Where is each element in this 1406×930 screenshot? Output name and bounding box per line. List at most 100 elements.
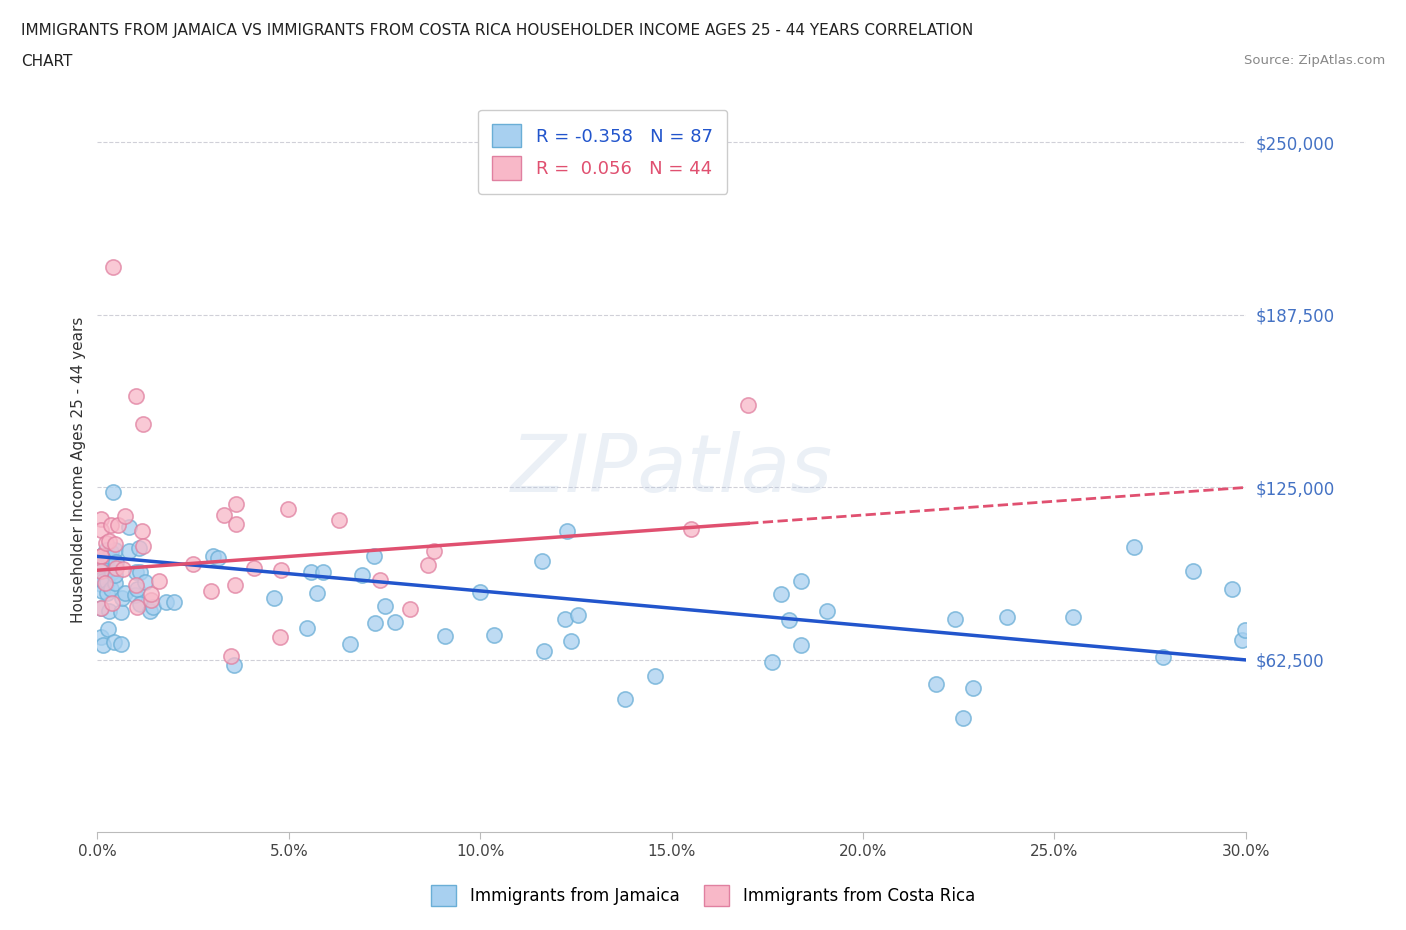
- Point: [363, 549, 385, 564]
- Point: [769, 587, 792, 602]
- Point: [263, 591, 285, 605]
- Point: [110, 591, 132, 605]
- Point: [91, 574, 114, 589]
- Point: [924, 676, 946, 691]
- Point: [305, 586, 328, 601]
- Point: [104, 568, 127, 583]
- Point: [118, 543, 141, 558]
- Point: [110, 637, 132, 652]
- Y-axis label: Householder Income Ages 25 - 44 years: Householder Income Ages 25 - 44 years: [72, 317, 86, 623]
- Point: [129, 565, 152, 579]
- Point: [91, 637, 114, 652]
- Point: [761, 655, 783, 670]
- Point: [1062, 610, 1084, 625]
- Point: [112, 562, 135, 577]
- Point: [90, 549, 112, 564]
- Point: [90, 564, 112, 578]
- Point: [311, 565, 333, 579]
- Point: [200, 584, 222, 599]
- Point: [1182, 564, 1205, 578]
- Point: [101, 565, 124, 579]
- Point: [1230, 632, 1253, 647]
- Point: [224, 578, 246, 592]
- Point: [212, 508, 235, 523]
- Point: [104, 537, 127, 551]
- Point: [131, 524, 153, 538]
- Point: [1152, 649, 1174, 664]
- Point: [90, 549, 112, 564]
- Point: [270, 563, 292, 578]
- Point: [118, 519, 141, 534]
- Point: [222, 658, 245, 672]
- Point: [97, 621, 120, 636]
- Point: [90, 523, 112, 538]
- Point: [90, 577, 112, 591]
- Point: [163, 594, 186, 609]
- Point: [132, 417, 155, 432]
- Point: [90, 512, 112, 526]
- Point: [778, 613, 800, 628]
- Point: [148, 573, 170, 588]
- Point: [943, 612, 966, 627]
- Point: [364, 616, 387, 631]
- Point: [101, 259, 124, 274]
- Point: [679, 522, 702, 537]
- Point: [418, 557, 440, 572]
- Point: [328, 512, 350, 527]
- Point: [90, 549, 112, 564]
- Point: [129, 596, 152, 611]
- Point: [434, 628, 457, 643]
- Point: [98, 534, 121, 549]
- Point: [952, 711, 974, 726]
- Point: [201, 548, 224, 563]
- Point: [482, 628, 505, 643]
- Point: [90, 568, 112, 583]
- Point: [555, 524, 578, 538]
- Point: [128, 540, 150, 555]
- Point: [181, 556, 204, 571]
- Point: [1122, 540, 1144, 555]
- Point: [97, 550, 120, 565]
- Point: [374, 599, 396, 614]
- Point: [114, 509, 136, 524]
- Point: [134, 575, 156, 590]
- Point: [567, 607, 589, 622]
- Point: [98, 604, 121, 618]
- Point: [352, 567, 374, 582]
- Point: [225, 517, 247, 532]
- Point: [339, 636, 361, 651]
- Point: [104, 561, 127, 576]
- Point: [299, 565, 322, 579]
- Point: [124, 389, 146, 404]
- Point: [90, 560, 112, 575]
- Point: [815, 604, 838, 618]
- Point: [644, 669, 666, 684]
- Point: [962, 680, 984, 695]
- Point: [242, 561, 264, 576]
- Point: [91, 571, 114, 586]
- Point: [221, 648, 243, 663]
- Point: [94, 576, 117, 591]
- Text: ZIPatlas: ZIPatlas: [510, 432, 832, 510]
- Legend: R = -0.358   N = 87, R =  0.056   N = 44: R = -0.358 N = 87, R = 0.056 N = 44: [478, 110, 727, 194]
- Point: [103, 635, 125, 650]
- Point: [422, 543, 444, 558]
- Point: [790, 574, 813, 589]
- Point: [470, 584, 492, 599]
- Point: [90, 601, 112, 616]
- Point: [614, 692, 637, 707]
- Point: [995, 609, 1018, 624]
- Point: [737, 397, 759, 412]
- Point: [269, 630, 291, 644]
- Point: [114, 585, 136, 600]
- Point: [100, 517, 122, 532]
- Point: [96, 585, 118, 600]
- Point: [225, 497, 247, 512]
- Point: [110, 604, 132, 619]
- Point: [94, 542, 117, 557]
- Point: [139, 604, 162, 618]
- Text: Source: ZipAtlas.com: Source: ZipAtlas.com: [1244, 54, 1385, 67]
- Point: [100, 581, 122, 596]
- Text: IMMIGRANTS FROM JAMAICA VS IMMIGRANTS FROM COSTA RICA HOUSEHOLDER INCOME AGES 25: IMMIGRANTS FROM JAMAICA VS IMMIGRANTS FR…: [21, 23, 973, 38]
- Point: [125, 578, 148, 592]
